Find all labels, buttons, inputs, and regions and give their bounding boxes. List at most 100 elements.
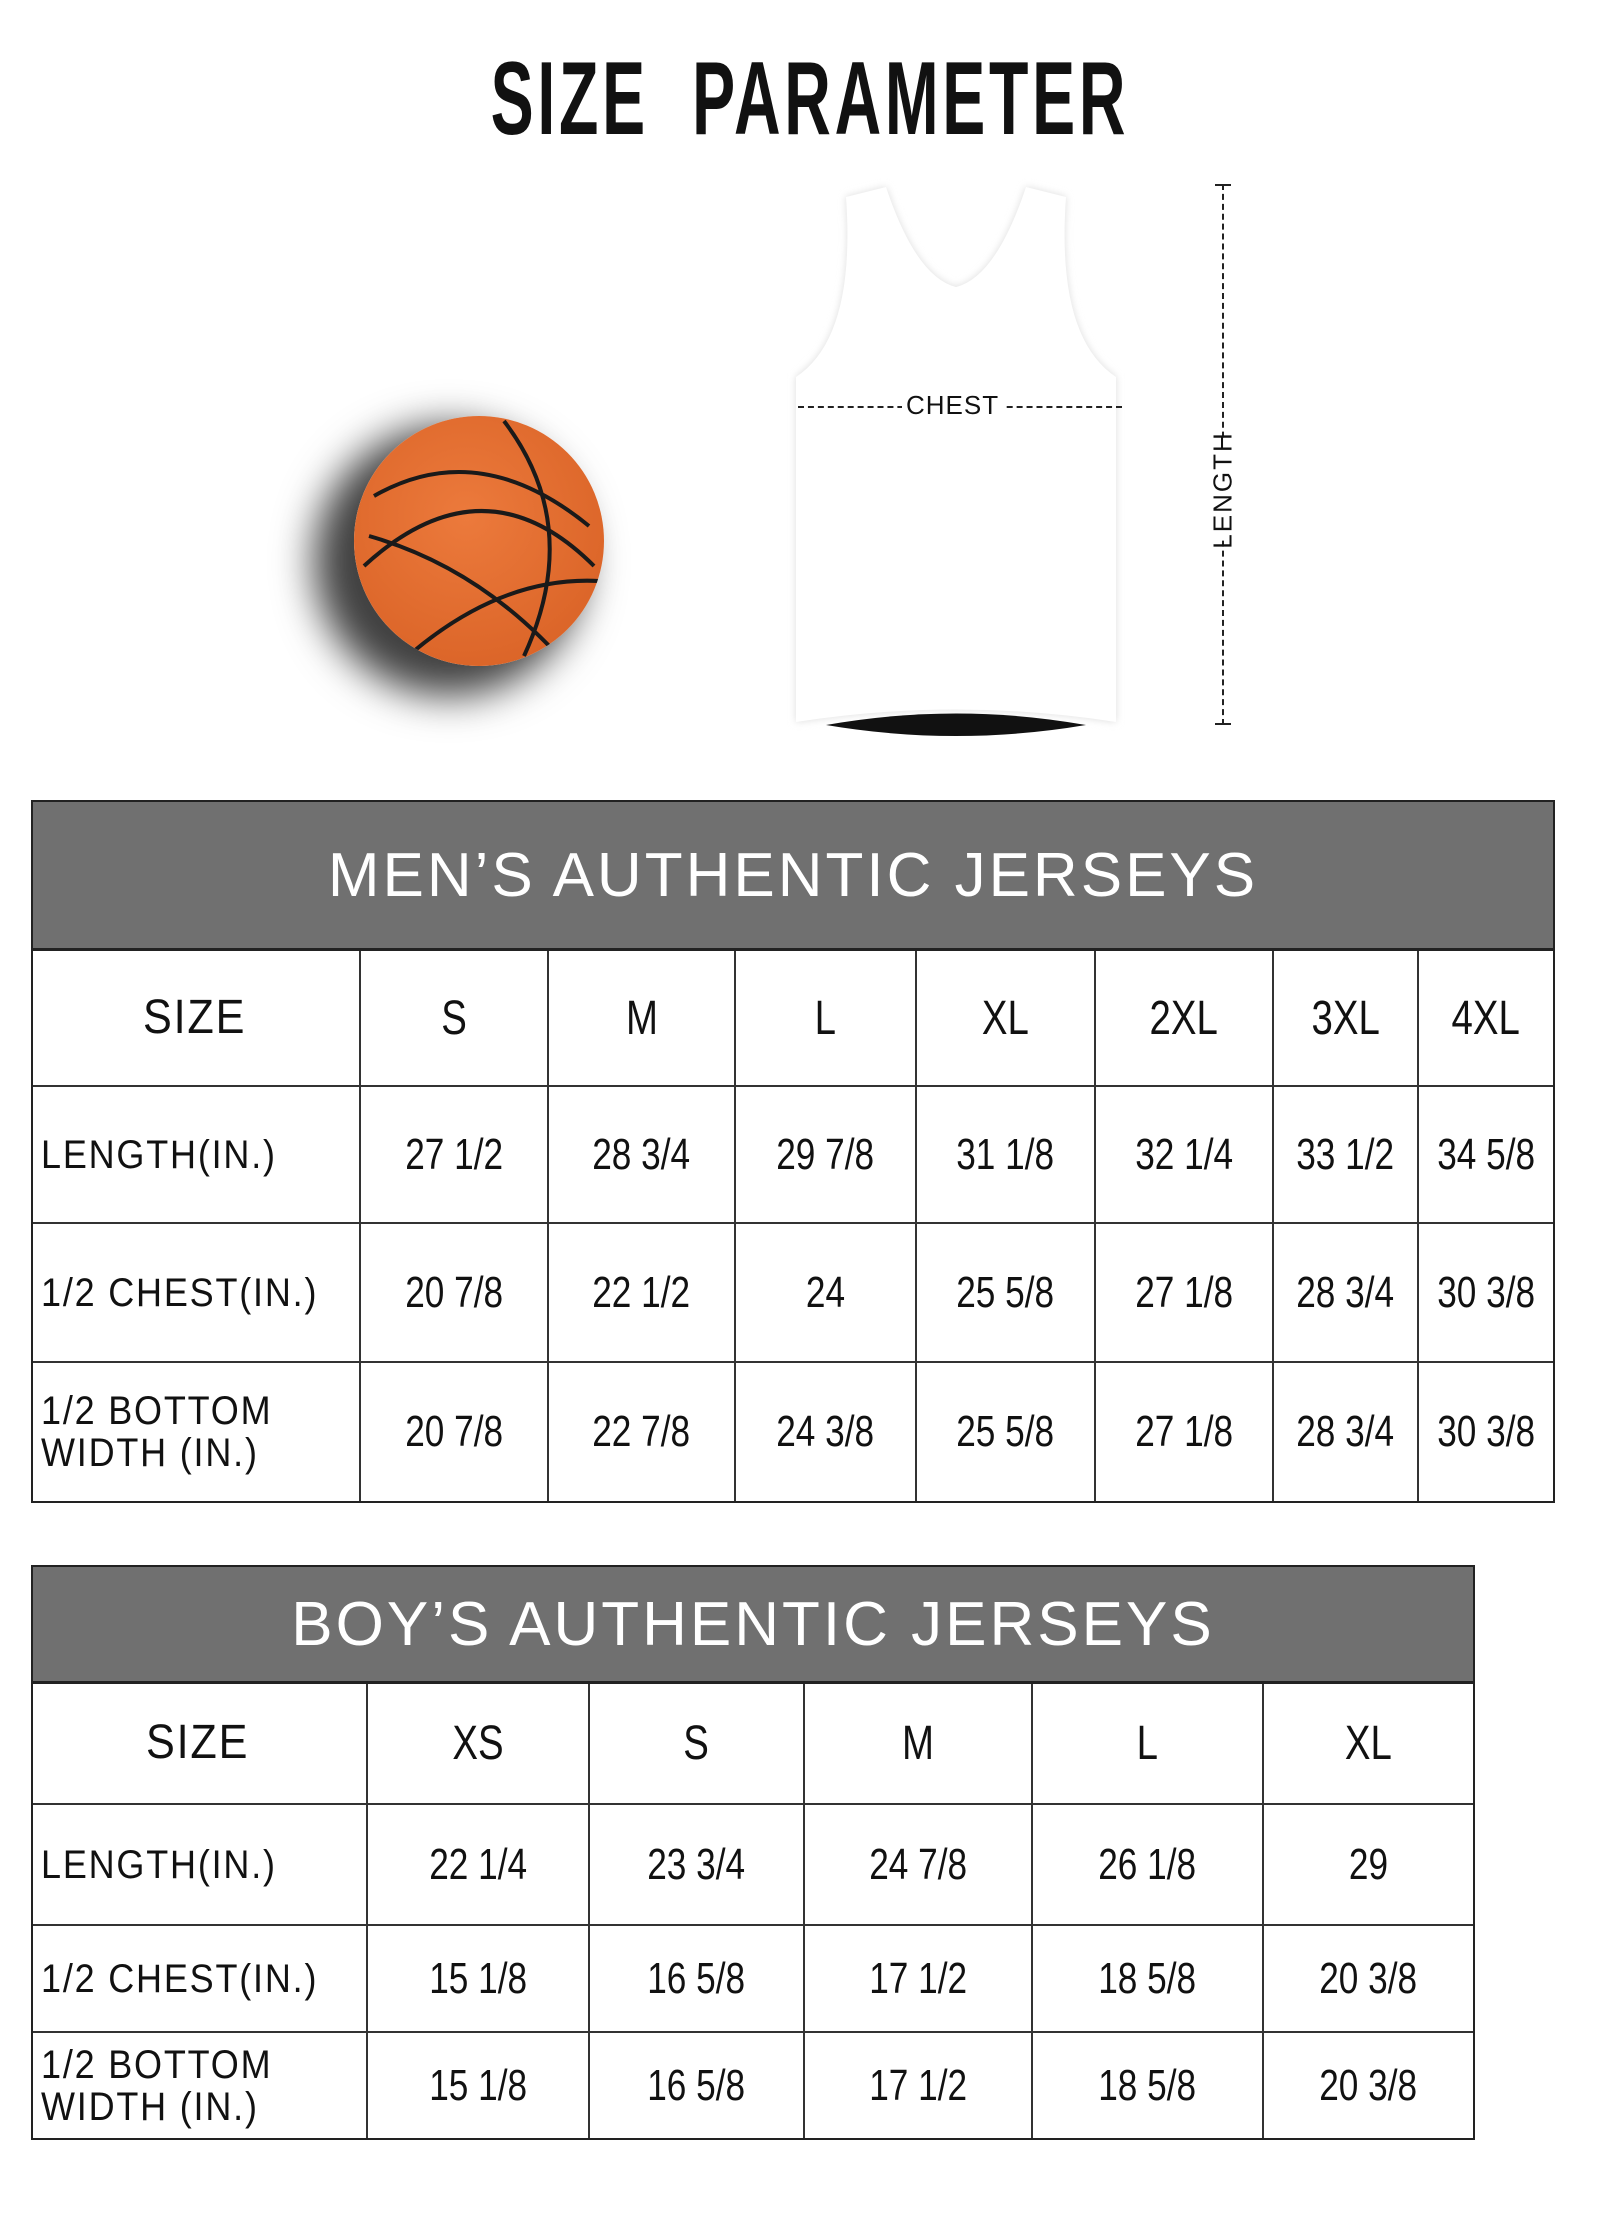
size-header-cell: SIZE <box>33 951 359 1085</box>
jersey-icon <box>796 187 1116 736</box>
mens-size-table: MEN’S AUTHENTIC JERSEYS SIZE S M L XL 2XL 3XL 4… <box>31 800 1555 1503</box>
cell-text: XS <box>452 1717 504 1770</box>
measurement-label-cell: 1/2 CHEST(IN.) <box>33 1224 359 1361</box>
cell-text: 24 7/8 <box>869 1839 967 1889</box>
cell-text: 20 3/8 <box>1319 1953 1418 2003</box>
boys-table-title: BOY’S AUTHENTIC JERSEYS <box>33 1567 1473 1684</box>
measurement-value-cell: 20 3/8 <box>1262 2033 1473 2138</box>
cell-text: 15 1/8 <box>429 2060 527 2110</box>
cell-text: 26 1/8 <box>1098 1839 1197 1889</box>
measurement-value-cell: 20 7/8 <box>359 1224 547 1361</box>
cell-text: 27 1/8 <box>1135 1407 1233 1456</box>
cell-text: 30 3/8 <box>1437 1267 1535 1317</box>
measurement-value-cell: 24 3/8 <box>734 1363 915 1501</box>
cell-text: 18 5/8 <box>1098 2060 1197 2110</box>
cell-text: 29 <box>1348 1839 1389 1889</box>
mens-table-row: 1/2 BOTTOM WIDTH (IN.) 20 7/8 22 7/8 24 3/8… <box>33 1361 1553 1501</box>
mens-table-row: 1/2 CHEST(IN.) 20 7/8 22 1/2 24 25 5/8 27 1/8… <box>33 1222 1553 1361</box>
boys-header-row: SIZE XS S M L XL <box>33 1684 1473 1803</box>
measurement-label-cell: LENGTH(IN.) <box>33 1087 359 1222</box>
size-header-cell: L <box>1031 1684 1262 1803</box>
measurement-value-cell: 30 3/8 <box>1417 1224 1553 1361</box>
cell-text: 28 3/4 <box>1296 1267 1395 1317</box>
cell-text: LENGTH(IN.) <box>41 1842 277 1887</box>
size-header-cell: S <box>359 951 547 1085</box>
cell-text: XL <box>982 991 1029 1045</box>
measurement-value-cell: 20 7/8 <box>359 1363 547 1501</box>
measurement-value-cell: 25 5/8 <box>915 1363 1094 1501</box>
cell-text: 28 3/4 <box>592 1129 691 1179</box>
measurement-value-cell: 28 3/4 <box>1272 1363 1417 1501</box>
cell-text: L <box>814 991 837 1045</box>
measurement-value-cell: 22 7/8 <box>547 1363 734 1501</box>
cell-text: L <box>1136 1717 1159 1770</box>
cell-text: S <box>441 991 467 1045</box>
chest-label: CHEST <box>902 390 1004 421</box>
cell-text: 22 1/4 <box>429 1839 527 1889</box>
cell-text: 4XL <box>1451 991 1521 1045</box>
measurement-value-cell: 16 5/8 <box>588 2033 803 2138</box>
cell-text: 17 1/2 <box>869 1953 967 2003</box>
size-header-cell: XS <box>366 1684 588 1803</box>
cell-text: 1/2 CHEST(IN.) <box>41 1956 319 2001</box>
cell-text: 2XL <box>1149 991 1219 1045</box>
measurement-value-cell: 25 5/8 <box>915 1224 1094 1361</box>
cell-text: 16 5/8 <box>647 2060 746 2110</box>
mens-header-row: SIZE S M L XL 2XL 3XL 4XL <box>33 951 1553 1085</box>
cell-text: 23 3/4 <box>647 1839 746 1889</box>
cell-text: 15 1/8 <box>429 1953 527 2003</box>
cell-text: 1/2 BOTTOM WIDTH (IN.) <box>41 1389 273 1475</box>
mens-table-title: MEN’S AUTHENTIC JERSEYS <box>33 802 1553 951</box>
cell-text: 32 1/4 <box>1135 1129 1233 1179</box>
boys-table-row: 1/2 BOTTOM WIDTH (IN.) 15 1/8 16 5/8 17 1/2… <box>33 2031 1473 2138</box>
mens-table-row: LENGTH(IN.) 27 1/2 28 3/4 29 7/8 31 1/8 32 1/… <box>33 1085 1553 1222</box>
size-header-cell: 2XL <box>1094 951 1272 1085</box>
measurement-value-cell: 24 7/8 <box>803 1805 1031 1924</box>
measurement-value-cell: 17 1/2 <box>803 1926 1031 2031</box>
cell-text: 30 3/8 <box>1437 1407 1535 1456</box>
measurement-value-cell: 15 1/8 <box>366 1926 588 2031</box>
cell-text: 1/2 CHEST(IN.) <box>41 1270 319 1315</box>
size-header-cell: S <box>588 1684 803 1803</box>
measurement-value-cell: 31 1/8 <box>915 1087 1094 1222</box>
cell-text: 24 3/8 <box>776 1407 875 1456</box>
measurement-label-cell: 1/2 BOTTOM WIDTH (IN.) <box>33 2033 366 2138</box>
cell-text: M <box>625 991 658 1045</box>
measurement-value-cell: 29 7/8 <box>734 1087 915 1222</box>
measurement-value-cell: 26 1/8 <box>1031 1805 1262 1924</box>
measurement-value-cell: 23 3/4 <box>588 1805 803 1924</box>
cell-text: XL <box>1345 1717 1392 1770</box>
measurement-value-cell: 15 1/8 <box>366 2033 588 2138</box>
cell-text: 24 <box>805 1267 846 1317</box>
cell-text: 17 1/2 <box>869 2060 967 2110</box>
cell-text: 27 1/8 <box>1135 1267 1233 1317</box>
length-label: LENGTH <box>1207 431 1238 549</box>
size-header-cell: SIZE <box>33 1684 366 1803</box>
cell-text: 16 5/8 <box>647 1953 746 2003</box>
length-label-box: LENGTH <box>1198 431 1248 549</box>
cell-text: 27 1/2 <box>405 1129 503 1179</box>
measurement-value-cell: 24 <box>734 1224 915 1361</box>
size-header-cell: XL <box>915 951 1094 1085</box>
cell-text: 22 1/2 <box>592 1267 691 1317</box>
size-header-cell: M <box>547 951 734 1085</box>
cell-text: 28 3/4 <box>1296 1407 1395 1456</box>
cell-text: 33 1/2 <box>1296 1129 1395 1179</box>
cell-text: SIZE <box>146 1716 250 1770</box>
cell-text: 20 7/8 <box>405 1407 503 1456</box>
cell-text: LENGTH(IN.) <box>41 1132 277 1177</box>
measurement-value-cell: 18 5/8 <box>1031 1926 1262 2031</box>
measurement-value-cell: 30 3/8 <box>1417 1363 1553 1501</box>
cell-text: M <box>901 1717 934 1770</box>
measurement-value-cell: 33 1/2 <box>1272 1087 1417 1222</box>
measurement-value-cell: 18 5/8 <box>1031 2033 1262 2138</box>
measurement-value-cell: 28 3/4 <box>1272 1224 1417 1361</box>
measurement-value-cell: 16 5/8 <box>588 1926 803 2031</box>
cell-text: 25 5/8 <box>956 1267 1055 1317</box>
measurement-value-cell: 27 1/8 <box>1094 1363 1272 1501</box>
cell-text: 22 7/8 <box>592 1407 691 1456</box>
measurement-value-cell: 17 1/2 <box>803 2033 1031 2138</box>
cell-text: S <box>683 1717 710 1770</box>
measurement-value-cell: 28 3/4 <box>547 1087 734 1222</box>
measurement-value-cell: 22 1/2 <box>547 1224 734 1361</box>
